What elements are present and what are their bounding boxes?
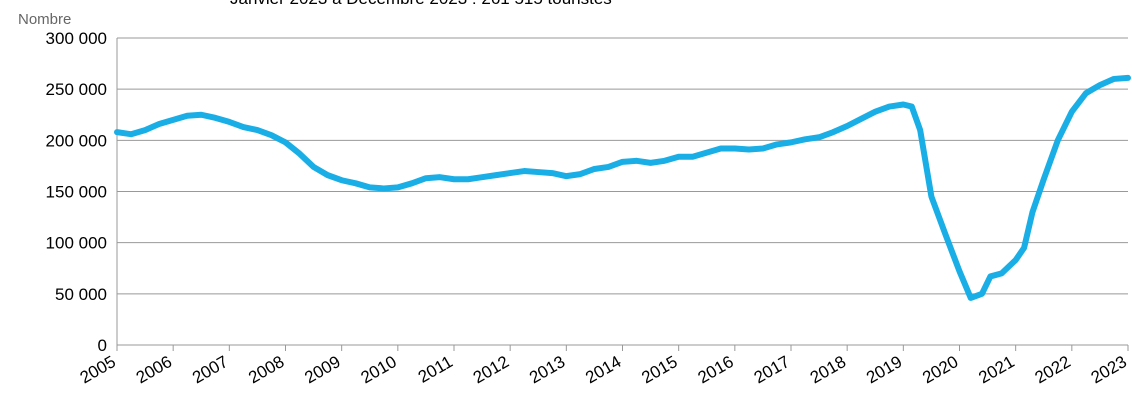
x-tick-label: 2015 bbox=[638, 352, 680, 387]
chart-title: Janvier 2023 à Décembre 2023 : 261 515 t… bbox=[230, 0, 612, 8]
x-tick-label: 2020 bbox=[919, 352, 961, 387]
x-tick-label: 2006 bbox=[133, 352, 175, 387]
y-tick-label: 0 bbox=[98, 336, 107, 355]
x-tick-label: 2016 bbox=[695, 352, 737, 387]
x-tick-label: 2013 bbox=[526, 352, 568, 387]
x-tick-label: 2021 bbox=[975, 352, 1017, 387]
x-tick-label: 2017 bbox=[751, 352, 793, 387]
x-tick-label: 2018 bbox=[807, 352, 849, 387]
y-tick-label: 50 000 bbox=[55, 285, 107, 304]
y-tick-label: 100 000 bbox=[46, 234, 107, 253]
x-tick-label: 2010 bbox=[358, 352, 400, 387]
x-tick-label: 2019 bbox=[863, 352, 905, 387]
x-tick-label: 2023 bbox=[1088, 352, 1130, 387]
x-tick-label: 2022 bbox=[1032, 352, 1074, 387]
y-axis-label: Nombre bbox=[18, 11, 71, 28]
x-tick-label: 2007 bbox=[189, 352, 231, 387]
x-tick-label: 2008 bbox=[245, 352, 287, 387]
x-tick-label: 2012 bbox=[470, 352, 512, 387]
y-tick-label: 250 000 bbox=[46, 80, 107, 99]
y-tick-label: 300 000 bbox=[46, 29, 107, 48]
x-tick-label: 2009 bbox=[301, 352, 343, 387]
y-tick-label: 200 000 bbox=[46, 131, 107, 150]
x-tick-label: 2014 bbox=[582, 352, 624, 387]
x-tick-label: 2011 bbox=[415, 352, 456, 387]
y-tick-label: 150 000 bbox=[46, 183, 107, 202]
data-line bbox=[114, 74, 1131, 301]
x-tick-label: 2005 bbox=[77, 352, 119, 387]
